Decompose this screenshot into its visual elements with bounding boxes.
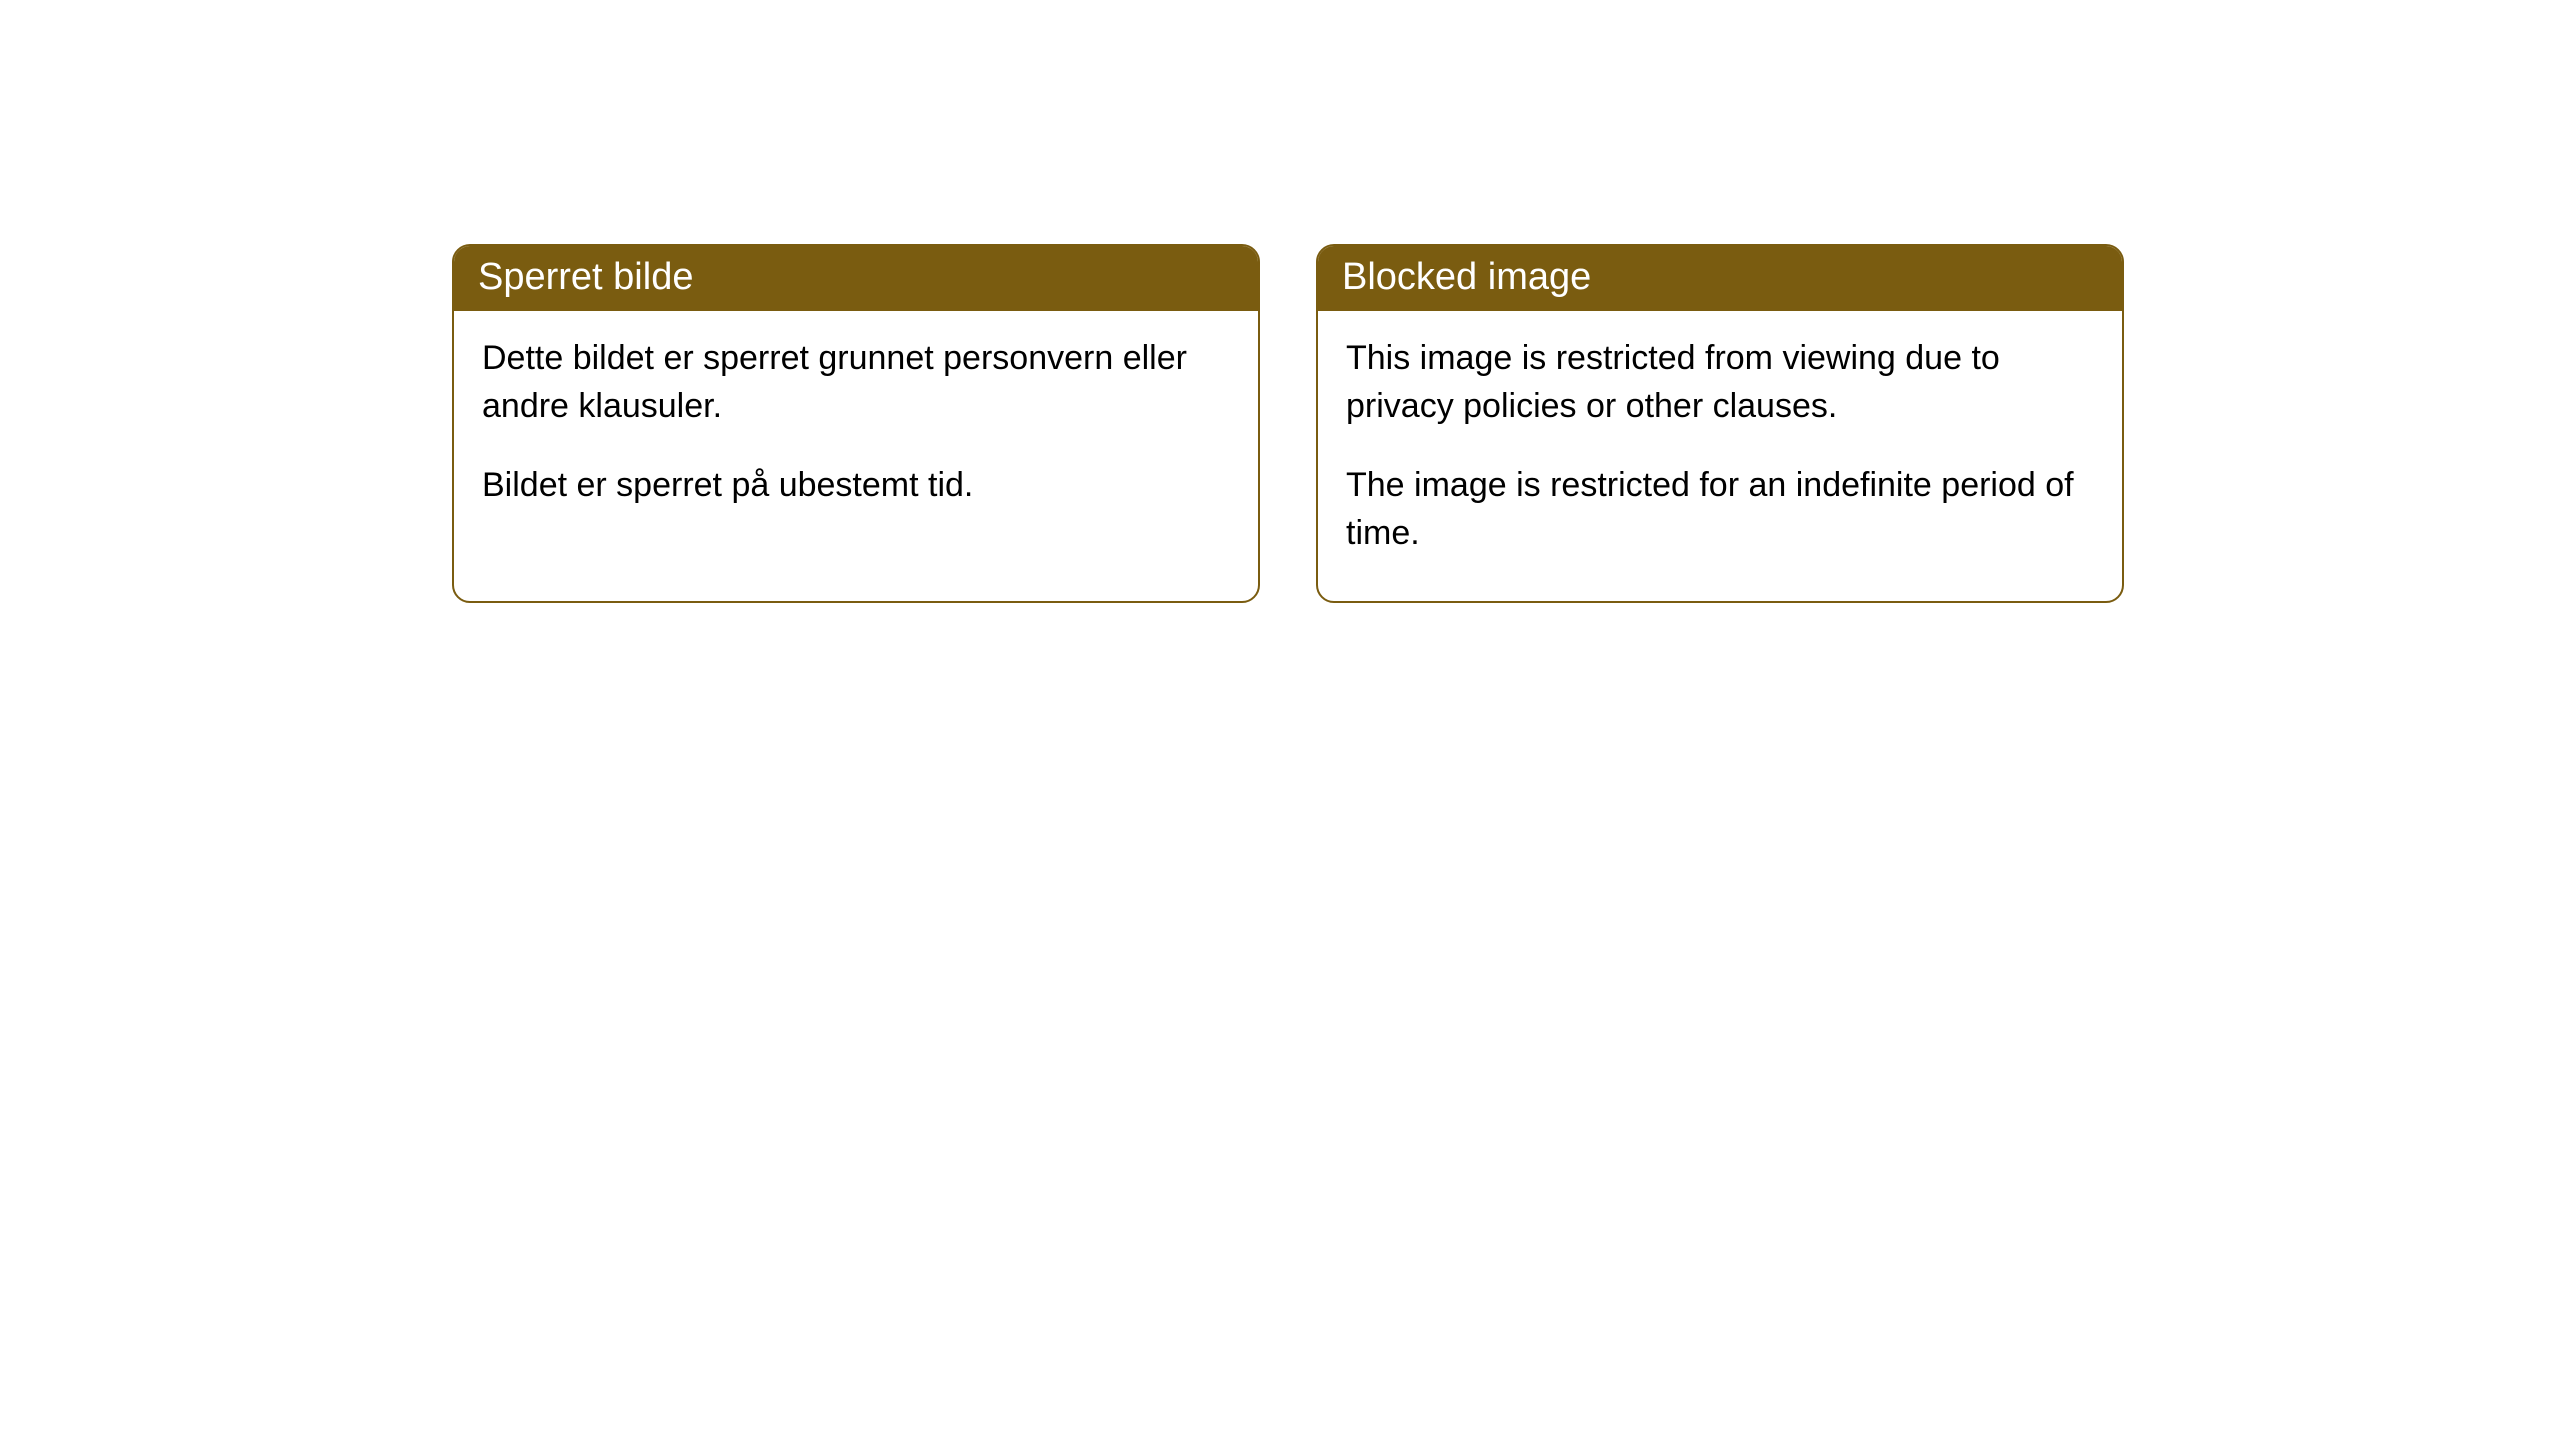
card-header: Sperret bilde [454,246,1258,311]
card-body: Dette bildet er sperret grunnet personve… [454,311,1258,554]
blocked-image-card-english: Blocked image This image is restricted f… [1316,244,2124,603]
card-paragraph: Dette bildet er sperret grunnet personve… [482,335,1230,430]
card-header: Blocked image [1318,246,2122,311]
card-paragraph: The image is restricted for an indefinit… [1346,462,2094,557]
card-body: This image is restricted from viewing du… [1318,311,2122,601]
card-title: Sperret bilde [478,256,693,298]
card-title: Blocked image [1342,256,1591,298]
blocked-image-card-norwegian: Sperret bilde Dette bildet er sperret gr… [452,244,1260,603]
card-container: Sperret bilde Dette bildet er sperret gr… [0,0,2560,603]
card-paragraph: This image is restricted from viewing du… [1346,335,2094,430]
card-paragraph: Bildet er sperret på ubestemt tid. [482,462,1230,510]
